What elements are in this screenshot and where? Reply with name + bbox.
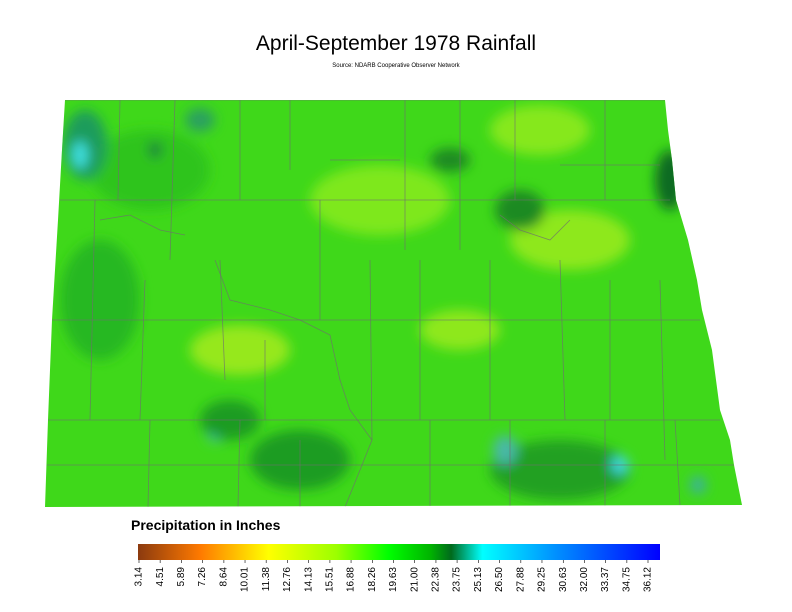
color-scale (138, 544, 660, 560)
rainfall-map (45, 100, 742, 507)
legend-tick-label: 5.89 (176, 567, 187, 587)
legend-tick-label: 26.50 (494, 567, 505, 592)
legend-tick-label: 29.25 (537, 567, 548, 592)
legend-tick-label: 15.51 (325, 567, 336, 592)
legend-tick-label: 19.63 (388, 567, 399, 592)
legend-tick-label: 8.64 (219, 567, 230, 587)
legend-tick-label: 10.01 (240, 567, 251, 592)
legend-tick-label: 30.63 (558, 567, 569, 592)
legend-tick-label: 32.00 (579, 567, 590, 592)
map-subtitle: Source: NDARB Cooperative Observer Netwo… (332, 63, 460, 69)
legend-tick-label: 21.00 (409, 567, 420, 592)
legend-tick-label: 7.26 (197, 567, 208, 587)
legend-tick-label: 27.88 (515, 567, 526, 592)
legend-tick-label: 11.38 (261, 567, 272, 592)
legend-tick-label: 23.75 (452, 567, 463, 592)
legend-tick-label: 18.26 (367, 567, 378, 592)
legend-tick-label: 22.38 (431, 567, 442, 592)
legend-tick-label: 3.14 (134, 567, 145, 587)
legend-tick-label: 33.37 (600, 567, 611, 592)
legend-title: Precipitation in Inches (131, 517, 281, 533)
map-title: April-September 1978 Rainfall (256, 32, 536, 55)
legend-tick-label: 34.75 (621, 567, 632, 592)
legend-tick-label: 4.51 (155, 567, 166, 587)
legend-ticks: 3.14 4.51 5.89 7.26 8.64 10.01 11.38 12.76 14.13… (134, 560, 654, 592)
county-lines (47, 100, 735, 507)
legend-tick-label: 14.13 (303, 567, 314, 592)
legend-tick-label: 25.13 (473, 567, 484, 592)
legend-tick-label: 36.12 (643, 567, 654, 592)
legend-tick-label: 12.76 (282, 567, 293, 592)
legend-tick-label: 16.88 (346, 567, 357, 592)
